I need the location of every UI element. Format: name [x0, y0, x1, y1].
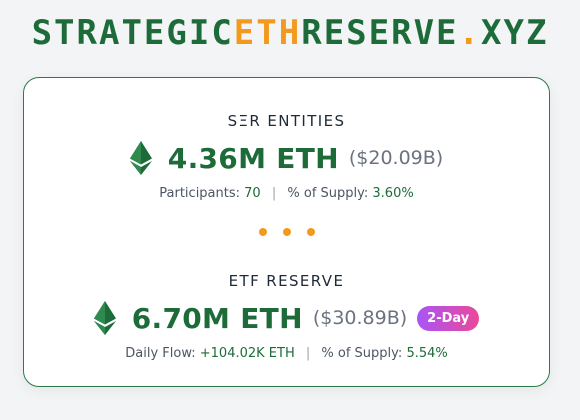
ser-entities-title: SΞR ENTITIES — [227, 112, 346, 130]
etf-reserve-section: ETF RESERVE 6.70M ETH ($30.89B) 2-Day Da… — [24, 270, 549, 364]
stats-separator: | — [305, 346, 311, 361]
divider-dot — [306, 228, 315, 236]
daily-flow-label: Daily Flow: — [125, 346, 196, 361]
reserve-summary-card: SΞR ENTITIES 4.36M ETH ($20.09B) Partici… — [23, 77, 550, 387]
etf-supply-label: % of Supply: — [321, 346, 403, 361]
ser-eth-amount: 4.36M ETH — [167, 141, 339, 175]
logo-text-reserve: RESERVE — [301, 13, 459, 53]
etf-reserve-title: ETF RESERVE — [228, 272, 345, 290]
ser-stats-row: Participants: 70 | % of Supply: 3.60% — [24, 184, 549, 204]
ser-amount-row: 4.36M ETH ($20.09B) — [24, 138, 549, 178]
etf-stats-row: Daily Flow: +104.02K ETH | % of Supply: … — [24, 344, 549, 364]
logo-text-dot: . — [458, 13, 481, 53]
divider-dot — [282, 228, 291, 236]
section-divider-dots — [24, 228, 549, 236]
ethereum-icon — [93, 301, 116, 335]
etf-supply-value: 5.54% — [406, 346, 448, 361]
stats-separator: | — [271, 186, 277, 201]
divider-dot — [258, 228, 267, 236]
ser-entities-section: SΞR ENTITIES 4.36M ETH ($20.09B) Partici… — [24, 110, 549, 204]
ser-usd-value: ($20.09B) — [348, 147, 444, 169]
ser-supply-label: % of Supply: — [287, 186, 369, 201]
etf-usd-value: ($30.89B) — [312, 307, 408, 329]
logo-text-eth: ETH — [233, 13, 302, 53]
etf-eth-amount: 6.70M ETH — [131, 301, 303, 335]
participants-value: 70 — [244, 186, 261, 201]
etf-amount-row: 6.70M ETH ($30.89B) 2-Day — [24, 298, 549, 338]
logo-text-strategic: STRATEGIC — [31, 13, 234, 53]
participants-label: Participants: — [159, 186, 241, 201]
two-day-badge[interactable]: 2-Day — [417, 305, 480, 331]
daily-flow-value: +104.02K ETH — [199, 346, 295, 361]
ser-supply-value: 3.60% — [372, 186, 414, 201]
ethereum-icon — [129, 141, 152, 175]
logo-text-xyz: XYZ — [481, 13, 549, 53]
site-logo[interactable]: STRATEGICETHRESERVE.XYZ — [0, 8, 580, 58]
